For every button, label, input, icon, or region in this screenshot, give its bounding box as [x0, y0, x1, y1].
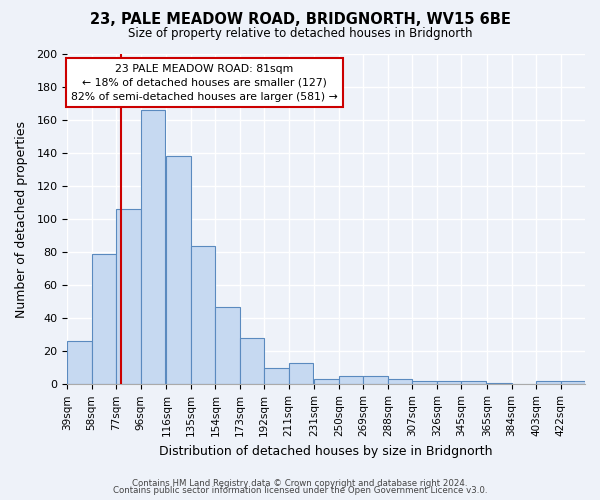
Bar [240, 338, 264, 384]
Bar [264, 368, 289, 384]
Text: Contains public sector information licensed under the Open Government Licence v3: Contains public sector information licen… [113, 486, 487, 495]
Text: 23, PALE MEADOW ROAD, BRIDGNORTH, WV15 6BE: 23, PALE MEADOW ROAD, BRIDGNORTH, WV15 6… [89, 12, 511, 28]
Bar [191, 246, 215, 384]
Bar [166, 156, 191, 384]
Bar [67, 342, 92, 384]
Bar [437, 381, 461, 384]
X-axis label: Distribution of detached houses by size in Bridgnorth: Distribution of detached houses by size … [160, 444, 493, 458]
Bar [364, 376, 388, 384]
Y-axis label: Number of detached properties: Number of detached properties [15, 120, 28, 318]
Bar [536, 381, 560, 384]
Bar [215, 306, 240, 384]
Bar [314, 380, 339, 384]
Bar [339, 376, 364, 384]
Text: 23 PALE MEADOW ROAD: 81sqm
← 18% of detached houses are smaller (127)
82% of sem: 23 PALE MEADOW ROAD: 81sqm ← 18% of deta… [71, 64, 338, 102]
Bar [140, 110, 165, 384]
Bar [487, 382, 512, 384]
Bar [92, 254, 116, 384]
Bar [461, 381, 486, 384]
Bar [116, 210, 140, 384]
Text: Contains HM Land Registry data © Crown copyright and database right 2024.: Contains HM Land Registry data © Crown c… [132, 478, 468, 488]
Bar [289, 363, 313, 384]
Bar [388, 380, 412, 384]
Bar [412, 381, 437, 384]
Bar [560, 381, 585, 384]
Text: Size of property relative to detached houses in Bridgnorth: Size of property relative to detached ho… [128, 28, 472, 40]
